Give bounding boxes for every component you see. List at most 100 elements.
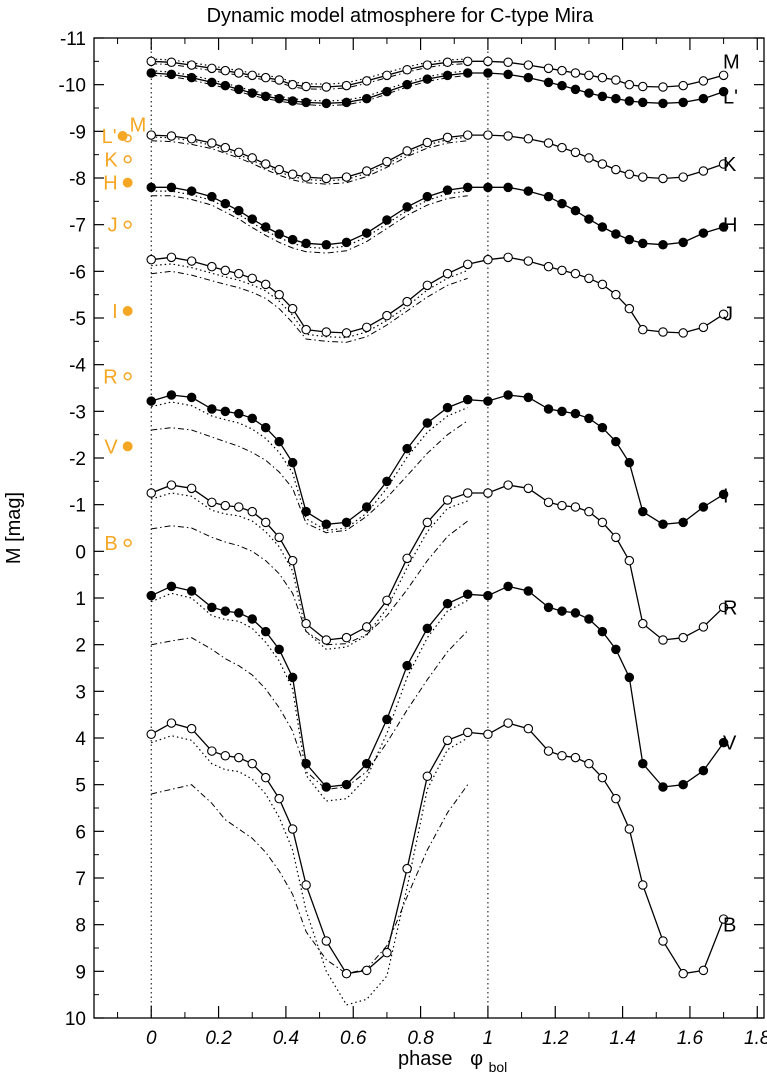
series-m-point bbox=[658, 82, 668, 92]
series-v-point bbox=[442, 598, 453, 609]
series-v-point bbox=[274, 644, 284, 655]
series-k-point bbox=[146, 130, 156, 140]
y-tick-label: 2 bbox=[75, 636, 86, 657]
series-l-prime-point bbox=[597, 91, 608, 102]
series-h-point bbox=[658, 239, 668, 250]
series-b-point bbox=[166, 718, 177, 728]
series-h-dashdot bbox=[151, 195, 468, 254]
series-l-prime-point bbox=[570, 84, 581, 95]
series-i-point bbox=[402, 443, 412, 454]
series-i-point bbox=[638, 506, 648, 517]
band-label-h: H bbox=[723, 215, 737, 237]
series-r-point bbox=[503, 480, 513, 490]
series-v-point bbox=[321, 782, 332, 792]
series-v-point bbox=[220, 606, 231, 616]
series-r-point bbox=[638, 618, 648, 629]
series-h-point bbox=[678, 237, 688, 248]
series-i-point bbox=[462, 394, 473, 405]
series-m-point bbox=[718, 70, 729, 81]
series-k-point bbox=[570, 147, 581, 158]
band-label-m: M bbox=[723, 51, 740, 73]
series-b-point bbox=[483, 729, 493, 740]
series-h-point bbox=[274, 229, 284, 239]
series-r-point bbox=[382, 595, 392, 606]
series-i-point bbox=[361, 502, 372, 512]
reference-point-r bbox=[123, 372, 132, 381]
series-m-point bbox=[186, 60, 197, 70]
series-r-point bbox=[341, 632, 352, 643]
series-b-point bbox=[624, 824, 635, 834]
series-m-point bbox=[611, 75, 621, 85]
x-tick-label: 0.4 bbox=[273, 1028, 299, 1049]
series-v-point bbox=[611, 644, 621, 655]
series-v-point bbox=[658, 782, 668, 792]
series-k-point bbox=[220, 142, 231, 153]
series-i-point bbox=[611, 436, 621, 447]
series-m-point bbox=[698, 76, 709, 86]
series-l-prime-point bbox=[442, 70, 453, 81]
model-markers bbox=[146, 56, 729, 979]
series-j-point bbox=[341, 328, 352, 338]
series-k-point bbox=[483, 130, 493, 140]
reference-label-j: J bbox=[108, 215, 118, 237]
series-k-point bbox=[422, 137, 433, 148]
reference-label-v: V bbox=[104, 436, 118, 458]
series-m-point bbox=[584, 70, 594, 81]
x-axis-title-subscript: bol bbox=[489, 1059, 508, 1075]
series-v-dotted bbox=[150, 592, 468, 802]
series-l-prime-point bbox=[638, 97, 648, 108]
series-j-point bbox=[543, 261, 554, 272]
series-i-point bbox=[584, 413, 594, 424]
series-h-point bbox=[402, 202, 412, 212]
series-m-point bbox=[274, 75, 284, 85]
band-labels: M L' K H J I R V B bbox=[723, 51, 740, 936]
series-i-point bbox=[543, 404, 554, 414]
series-b-point bbox=[584, 758, 594, 769]
series-h-point bbox=[503, 182, 513, 193]
vertical-reference-lines bbox=[150, 38, 489, 1018]
series-i-dashdot bbox=[151, 420, 468, 534]
series-k-point bbox=[611, 164, 621, 175]
series-k-point bbox=[166, 131, 177, 141]
series-m-point bbox=[523, 60, 534, 70]
series-v-point bbox=[186, 586, 197, 596]
series-j-point bbox=[207, 261, 217, 272]
reference-label-r: R bbox=[103, 366, 117, 388]
series-l-prime-point bbox=[220, 80, 231, 91]
x-tick-label: 1.2 bbox=[542, 1028, 569, 1049]
series-m-point bbox=[422, 60, 433, 70]
series-r-point bbox=[442, 495, 453, 505]
y-tick-label: -4 bbox=[69, 356, 86, 377]
series-k-point bbox=[638, 172, 648, 182]
x-axis-title-text: phase bbox=[398, 1048, 453, 1070]
reference-point-k bbox=[123, 155, 132, 164]
x-tick-label: 0.8 bbox=[407, 1028, 434, 1049]
series-k-point bbox=[301, 172, 311, 182]
series-v-point bbox=[503, 581, 513, 592]
series-j-point bbox=[146, 254, 156, 265]
series-l-prime-point bbox=[260, 91, 271, 102]
series-b-point bbox=[422, 771, 433, 782]
series-r-point bbox=[247, 506, 257, 517]
series-k-point bbox=[321, 173, 332, 184]
series-k-point bbox=[557, 142, 567, 153]
series-j-point bbox=[597, 279, 608, 290]
band-label-k: K bbox=[723, 154, 737, 176]
series-k-point bbox=[584, 153, 594, 163]
series-j-point bbox=[483, 254, 493, 265]
series-k-point bbox=[207, 138, 217, 148]
y-tick-label: 3 bbox=[75, 682, 86, 703]
y-tick-label: -9 bbox=[69, 122, 86, 143]
x-tick-label: 0.2 bbox=[205, 1028, 232, 1049]
series-h-point bbox=[584, 214, 594, 224]
series-k-point bbox=[678, 172, 688, 182]
series-v-point bbox=[287, 672, 298, 683]
series-j-point bbox=[624, 303, 635, 314]
series-b-point bbox=[186, 723, 197, 734]
series-r-point bbox=[658, 635, 668, 645]
band-label-i: I bbox=[723, 485, 729, 507]
series-b-point bbox=[207, 746, 217, 756]
y-tick-label: -11 bbox=[60, 29, 86, 50]
series-r-point bbox=[274, 532, 284, 543]
series-i-point bbox=[658, 519, 668, 530]
